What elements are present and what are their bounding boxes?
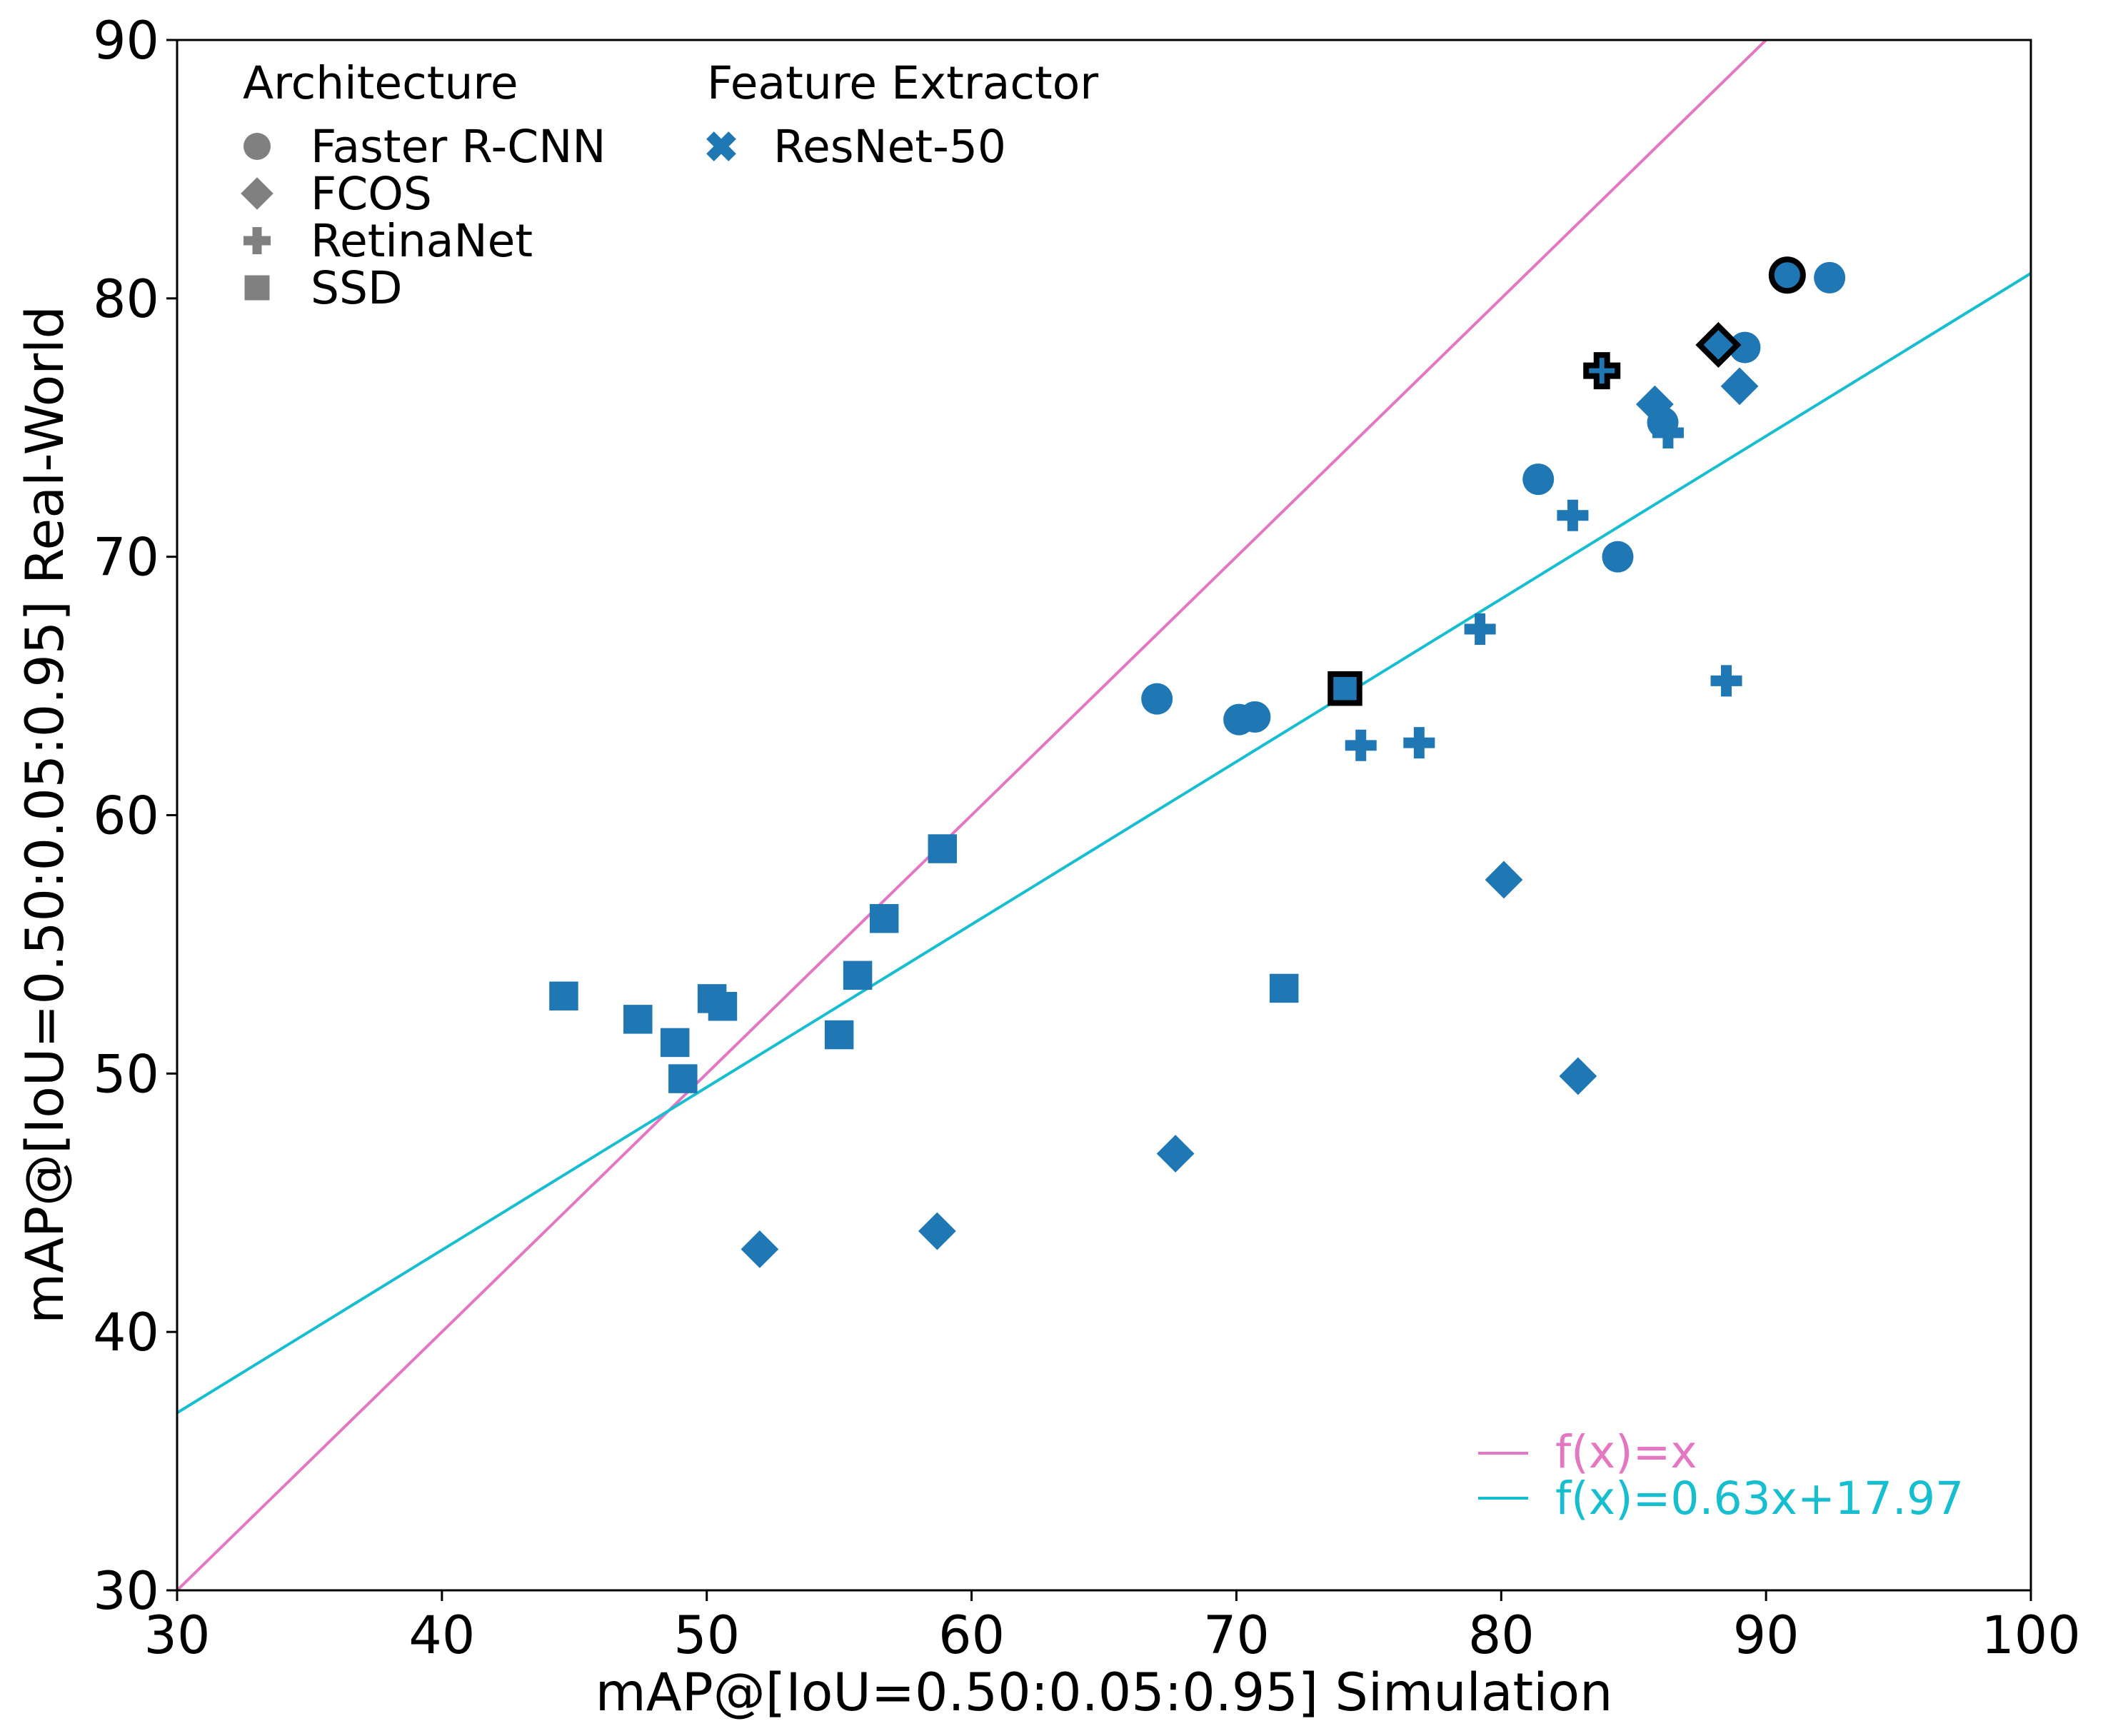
ssd-point-5 xyxy=(549,981,578,1011)
faster-r-cnn-point-4 xyxy=(1522,463,1555,496)
retinanet-point-0-highlighted xyxy=(1583,352,1621,390)
legend-feature-label-0: ResNet-50 xyxy=(773,121,1006,173)
retinanet-point-3 xyxy=(1464,613,1496,645)
fcos-point-2 xyxy=(1720,367,1759,406)
fcos-point-5 xyxy=(1156,1135,1195,1173)
legend-square-icon xyxy=(244,275,270,301)
fit-line xyxy=(177,272,2031,1415)
x-tick-label-50: 50 xyxy=(673,1605,740,1666)
ssd-point-8 xyxy=(708,992,738,1021)
x-tick-label-40: 40 xyxy=(408,1605,475,1666)
legend-feature-extractor: Feature Extractor ResNet-50 xyxy=(706,57,1098,173)
x-tick-label-100: 100 xyxy=(1981,1605,2080,1666)
faster-r-cnn-point-0-highlighted xyxy=(1768,256,1806,294)
legend-circle-icon xyxy=(244,133,271,160)
fcos-point-6 xyxy=(918,1212,956,1250)
retinanet-point-5 xyxy=(1345,729,1377,761)
legend-architecture: Architecture Faster R-CNNFCOSRetinaNetSS… xyxy=(241,57,606,314)
faster-r-cnn-point-2 xyxy=(1729,331,1761,363)
reference-lines xyxy=(177,40,2031,1590)
plot-frame xyxy=(176,39,2032,1592)
legend-lines: f(x)=x f(x)=0.63x+17.97 xyxy=(1478,1426,1964,1525)
legend-architecture-label-1: FCOS xyxy=(311,168,432,220)
data-points xyxy=(549,256,1846,1268)
x-tick-label-90: 90 xyxy=(1733,1605,1800,1666)
retinanet-point-6 xyxy=(1403,727,1435,759)
fcos-point-3 xyxy=(1485,861,1523,899)
y-tick-label-30: 30 xyxy=(93,1561,159,1622)
fcos-point-0-highlighted xyxy=(1695,321,1742,368)
y-tick-label-50: 50 xyxy=(93,1044,159,1105)
ssd-point-2 xyxy=(869,903,899,933)
legend-architecture-label-0: Faster R-CNN xyxy=(311,121,606,173)
ssd-point-11 xyxy=(668,1064,698,1093)
retinanet-point-2 xyxy=(1557,499,1589,531)
legend-x-marker-icon xyxy=(706,131,736,161)
y-tick-label-40: 40 xyxy=(93,1303,159,1363)
legend-architecture-label-2: RetinaNet xyxy=(311,215,533,267)
x-axis-label: mAP@[IoU=0.50:0.05:0.95] Simulation xyxy=(596,1662,1613,1723)
fcos-point-7 xyxy=(741,1230,779,1268)
retinanet-point-1 xyxy=(1652,416,1684,448)
ssd-point-10 xyxy=(824,1020,854,1050)
faster-r-cnn-point-5 xyxy=(1602,541,1634,573)
y-tick-label-60: 60 xyxy=(93,786,159,847)
x-tick-label-60: 60 xyxy=(938,1605,1005,1666)
legend-architecture-label-3: SSD xyxy=(311,262,403,314)
identity-line xyxy=(177,40,1769,1590)
ssd-point-3 xyxy=(843,960,873,990)
x-tick-label-70: 70 xyxy=(1203,1605,1270,1666)
legend-architecture-title: Architecture xyxy=(243,57,518,109)
ssd-point-6 xyxy=(623,1005,653,1034)
faster-r-cnn-point-6 xyxy=(1141,683,1173,715)
ssd-point-4 xyxy=(1269,973,1299,1003)
x-tick-label-80: 80 xyxy=(1468,1605,1535,1666)
fcos-point-4 xyxy=(1559,1057,1597,1095)
legend-identity-line-label: f(x)=x xyxy=(1555,1426,1697,1478)
legend-feature-title: Feature Extractor xyxy=(707,57,1098,109)
ssd-point-0-highlighted xyxy=(1327,671,1362,706)
ssd-point-9 xyxy=(660,1028,690,1058)
legend-plus-icon xyxy=(244,227,271,254)
retinanet-point-4 xyxy=(1710,665,1742,697)
y-tick-label-90: 90 xyxy=(93,11,159,71)
legend-diamond-icon xyxy=(241,177,273,210)
faster-r-cnn-point-1 xyxy=(1814,261,1846,293)
x-tick-label-30: 30 xyxy=(144,1605,211,1666)
y-tick-label-70: 70 xyxy=(93,528,159,588)
fcos-point-1 xyxy=(1635,385,1674,423)
y-axis-label: mAP@[IoU=0.50:0.05:0.95] Real-World xyxy=(15,306,76,1324)
ssd-point-1 xyxy=(928,834,958,863)
legend-fit-line-label: f(x)=0.63x+17.97 xyxy=(1555,1472,1964,1525)
y-tick-label-80: 80 xyxy=(93,269,159,330)
faster-r-cnn-point-8 xyxy=(1239,701,1271,733)
axes: 30 40 50 60 70 80 90 100 30 40 50 60 70 80 90 xyxy=(93,11,2081,1666)
